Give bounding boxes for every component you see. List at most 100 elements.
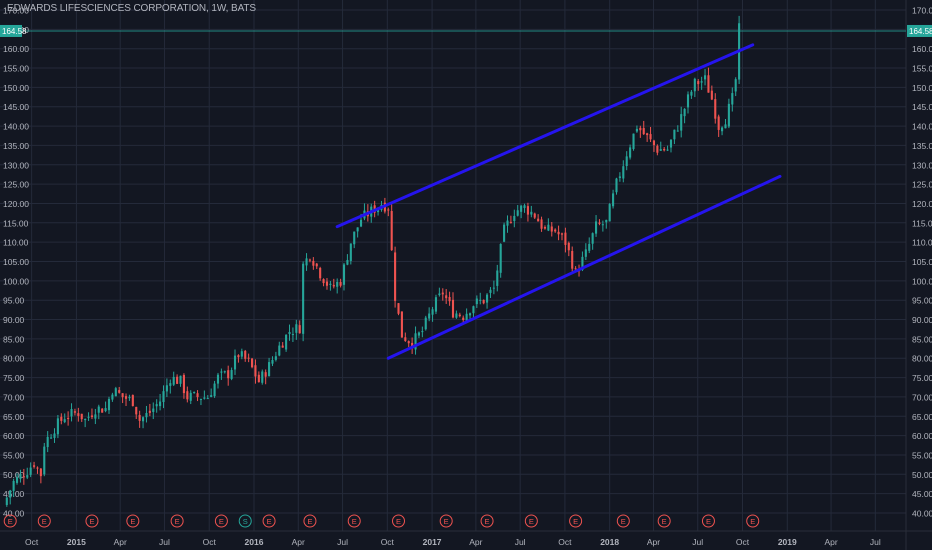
x-tick-label: Oct: [381, 537, 395, 547]
y-tick-label: 155.00: [912, 64, 932, 74]
candle-body: [22, 476, 25, 478]
candle-body: [622, 166, 625, 179]
candle-body: [489, 289, 492, 293]
y-tick-label: 150.00: [912, 83, 932, 93]
candle-body: [268, 362, 271, 377]
candle-body: [5, 497, 8, 505]
candle-body: [336, 281, 339, 287]
candle-body: [220, 371, 223, 373]
x-tick-label: Jul: [515, 537, 526, 547]
earnings-event-marker[interactable]: E: [439, 514, 453, 528]
candle-body: [554, 229, 557, 232]
candle-body: [145, 412, 148, 418]
candle-body: [87, 416, 90, 418]
svg-text:S: S: [243, 517, 248, 526]
earnings-event-marker[interactable]: E: [126, 514, 140, 528]
x-tick-label: 2016: [245, 537, 264, 547]
earnings-event-marker[interactable]: E: [746, 514, 760, 528]
candle-body: [475, 298, 478, 305]
candle-body: [414, 333, 417, 350]
earnings-event-marker[interactable]: E: [303, 514, 317, 528]
y-tick-label-left: 110.00: [3, 238, 29, 248]
candle-body: [523, 205, 526, 209]
candle-body: [165, 385, 168, 392]
candle-body: [520, 205, 523, 212]
candle-body: [496, 270, 499, 286]
candle-body: [632, 133, 635, 150]
candle-body: [33, 465, 36, 467]
candle-body: [571, 251, 574, 269]
earnings-event-marker[interactable]: E: [392, 514, 406, 528]
earnings-event-marker[interactable]: E: [3, 514, 17, 528]
candle-body: [659, 149, 662, 151]
candle-body: [46, 436, 49, 448]
candle-body: [353, 231, 356, 245]
candle-body: [451, 299, 455, 318]
svg-text:E: E: [621, 517, 626, 526]
y-tick-label: 135.00: [912, 141, 932, 151]
y-tick-label-left: 100.00: [3, 276, 29, 286]
trend-line-upper[interactable]: [335, 43, 755, 229]
candle-body: [322, 279, 325, 284]
earnings-event-marker[interactable]: E: [480, 514, 494, 528]
earnings-event-marker[interactable]: E: [616, 514, 630, 528]
candle-body: [349, 243, 352, 261]
y-tick-label-left: 60.00: [3, 431, 25, 441]
trend-line-lower[interactable]: [386, 174, 782, 360]
candle-body: [540, 219, 543, 229]
y-tick-label-left: 105.00: [3, 257, 29, 267]
earnings-event-marker[interactable]: E: [37, 514, 51, 528]
candle-body: [445, 295, 448, 299]
y-tick-label-left: 90.00: [3, 315, 25, 325]
candle-body: [417, 332, 420, 336]
candle-body: [635, 128, 638, 132]
candle-body: [15, 477, 19, 483]
candle-body: [162, 391, 165, 403]
y-tick-label: 95.00: [912, 296, 932, 306]
y-tick-label: 90.00: [912, 315, 932, 325]
candle-body: [128, 396, 131, 399]
earnings-event-marker[interactable]: E: [214, 514, 228, 528]
candle-body: [629, 147, 632, 158]
candle-body: [135, 406, 138, 415]
earnings-event-marker[interactable]: E: [170, 514, 184, 528]
candle-body: [693, 78, 696, 92]
candle-body: [182, 375, 185, 394]
y-tick-label-left: 70.00: [3, 392, 25, 402]
candle-body: [240, 351, 243, 357]
candle-body: [107, 398, 111, 411]
candle-body: [526, 206, 529, 215]
candle-body: [104, 408, 107, 412]
candle-body: [400, 311, 403, 338]
candle-body: [26, 475, 29, 478]
earnings-event-marker[interactable]: E: [701, 514, 715, 528]
earnings-event-marker[interactable]: E: [347, 514, 361, 528]
candle-body: [591, 233, 594, 244]
candle-body: [179, 375, 182, 384]
y-tick-label-left: 135.00: [3, 141, 29, 151]
candle-body: [588, 243, 591, 251]
x-tick-label: Apr: [292, 537, 305, 547]
candle-body: [465, 313, 468, 322]
y-tick-label: 160.00: [912, 44, 932, 54]
candle-body: [727, 103, 730, 127]
earnings-event-marker[interactable]: E: [569, 514, 583, 528]
earnings-event-marker[interactable]: E: [85, 514, 99, 528]
earnings-event-marker[interactable]: E: [657, 514, 671, 528]
earnings-event-marker[interactable]: E: [524, 514, 538, 528]
candle-body: [434, 297, 438, 312]
candle-body: [543, 227, 547, 229]
y-tick-label: 110.00: [912, 238, 932, 248]
candle-body: [492, 287, 495, 289]
y-tick-label: 105.00: [912, 257, 932, 267]
y-tick-label-left: 50.00: [3, 470, 25, 480]
earnings-event-marker[interactable]: E: [262, 514, 276, 528]
y-tick-label-left: 140.00: [3, 122, 29, 132]
split-event-marker[interactable]: S: [238, 514, 252, 528]
candle-body: [574, 268, 577, 270]
candle-body: [141, 417, 145, 422]
candle-body: [121, 393, 124, 398]
